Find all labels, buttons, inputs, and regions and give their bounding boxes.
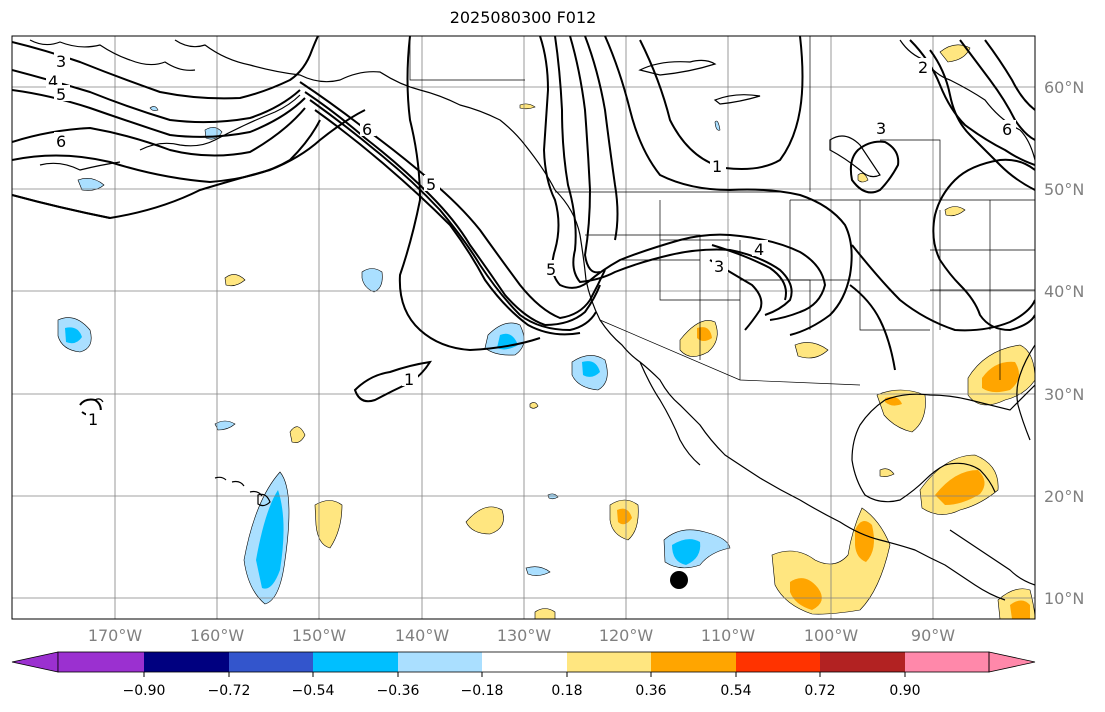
- colorbar-tick-label: 0.18: [551, 683, 583, 699]
- contour-label: 3: [56, 52, 66, 71]
- colorbar-segment: [229, 652, 313, 672]
- lon-label: 150°W: [291, 626, 347, 645]
- colorbar-segment: [144, 652, 229, 672]
- contour-label: 5: [546, 260, 556, 279]
- lat-label: 60°N: [1044, 78, 1085, 97]
- colorbar-tick-label: 0.54: [720, 683, 752, 699]
- lat-label: 50°N: [1044, 180, 1085, 199]
- contour-label: 4: [754, 240, 764, 259]
- contour-label: 1: [712, 157, 722, 176]
- lat-label: 20°N: [1044, 487, 1085, 506]
- lon-label: 160°W: [189, 626, 245, 645]
- colorbar-segment: [398, 652, 482, 672]
- contour-label: 2: [918, 58, 928, 77]
- colorbar-segment: [736, 652, 820, 672]
- colorbar-segment: [313, 652, 398, 672]
- lat-label: 40°N: [1044, 282, 1085, 301]
- colorbar: [11, 651, 1036, 677]
- lon-label: 140°W: [394, 626, 450, 645]
- colorbar-tick-label: −0.18: [460, 683, 504, 699]
- contour-labels: 3 4 5 6 6 5 5 4 3 1 1 1 3 2: [46, 52, 1016, 429]
- lon-label: 110°W: [700, 626, 756, 645]
- colorbar-segment: [651, 652, 736, 672]
- storm-position-marker: [670, 571, 688, 589]
- colorbar-segment: [58, 652, 144, 672]
- lon-label: 90°W: [910, 626, 956, 645]
- colorbar-tick-label: −0.36: [376, 683, 420, 699]
- colorbar-tick-label: 0.90: [889, 683, 921, 699]
- colorbar-segment: [905, 652, 989, 672]
- borders: [409, 36, 1035, 386]
- colorbar-tick-label: 0.72: [804, 683, 836, 699]
- height-contours: [12, 36, 1035, 417]
- graticule: [12, 36, 1035, 619]
- lat-label: 10°N: [1044, 589, 1085, 608]
- colorbar-high-extend: [988, 651, 1036, 673]
- contour-label: 1: [88, 410, 98, 429]
- lon-label: 130°W: [496, 626, 552, 645]
- colorbar-segment: [567, 652, 651, 672]
- lon-label: 170°W: [87, 626, 143, 645]
- contour-label: 5: [56, 85, 66, 104]
- contour-label: 3: [876, 119, 886, 138]
- colorbar-tick-label: −0.72: [207, 683, 251, 699]
- contour-label: 5: [426, 175, 436, 194]
- colorbar-segment: [820, 652, 905, 672]
- colorbar-segment: [482, 652, 567, 672]
- lon-label: 100°W: [803, 626, 859, 645]
- contour-label: 6: [1002, 120, 1012, 139]
- contour-label: 1: [404, 370, 414, 389]
- coastlines: [29, 39, 1035, 601]
- colorbar-tick-label: −0.90: [122, 683, 166, 699]
- colorbar-low-extend: [11, 651, 59, 673]
- colorbar-tick-label: 0.36: [635, 683, 667, 699]
- positive-anomaly-shading: [224, 44, 1035, 619]
- colorbar-tick-label: −0.54: [291, 683, 335, 699]
- map-title: 2025080300 F012: [449, 8, 597, 27]
- lon-label: 120°W: [598, 626, 654, 645]
- contour-label: 3: [714, 257, 724, 276]
- lat-label: 30°N: [1044, 385, 1085, 404]
- contour-label: 4: [48, 72, 58, 91]
- contour-label: 6: [362, 120, 372, 139]
- contour-label: 6: [56, 132, 66, 151]
